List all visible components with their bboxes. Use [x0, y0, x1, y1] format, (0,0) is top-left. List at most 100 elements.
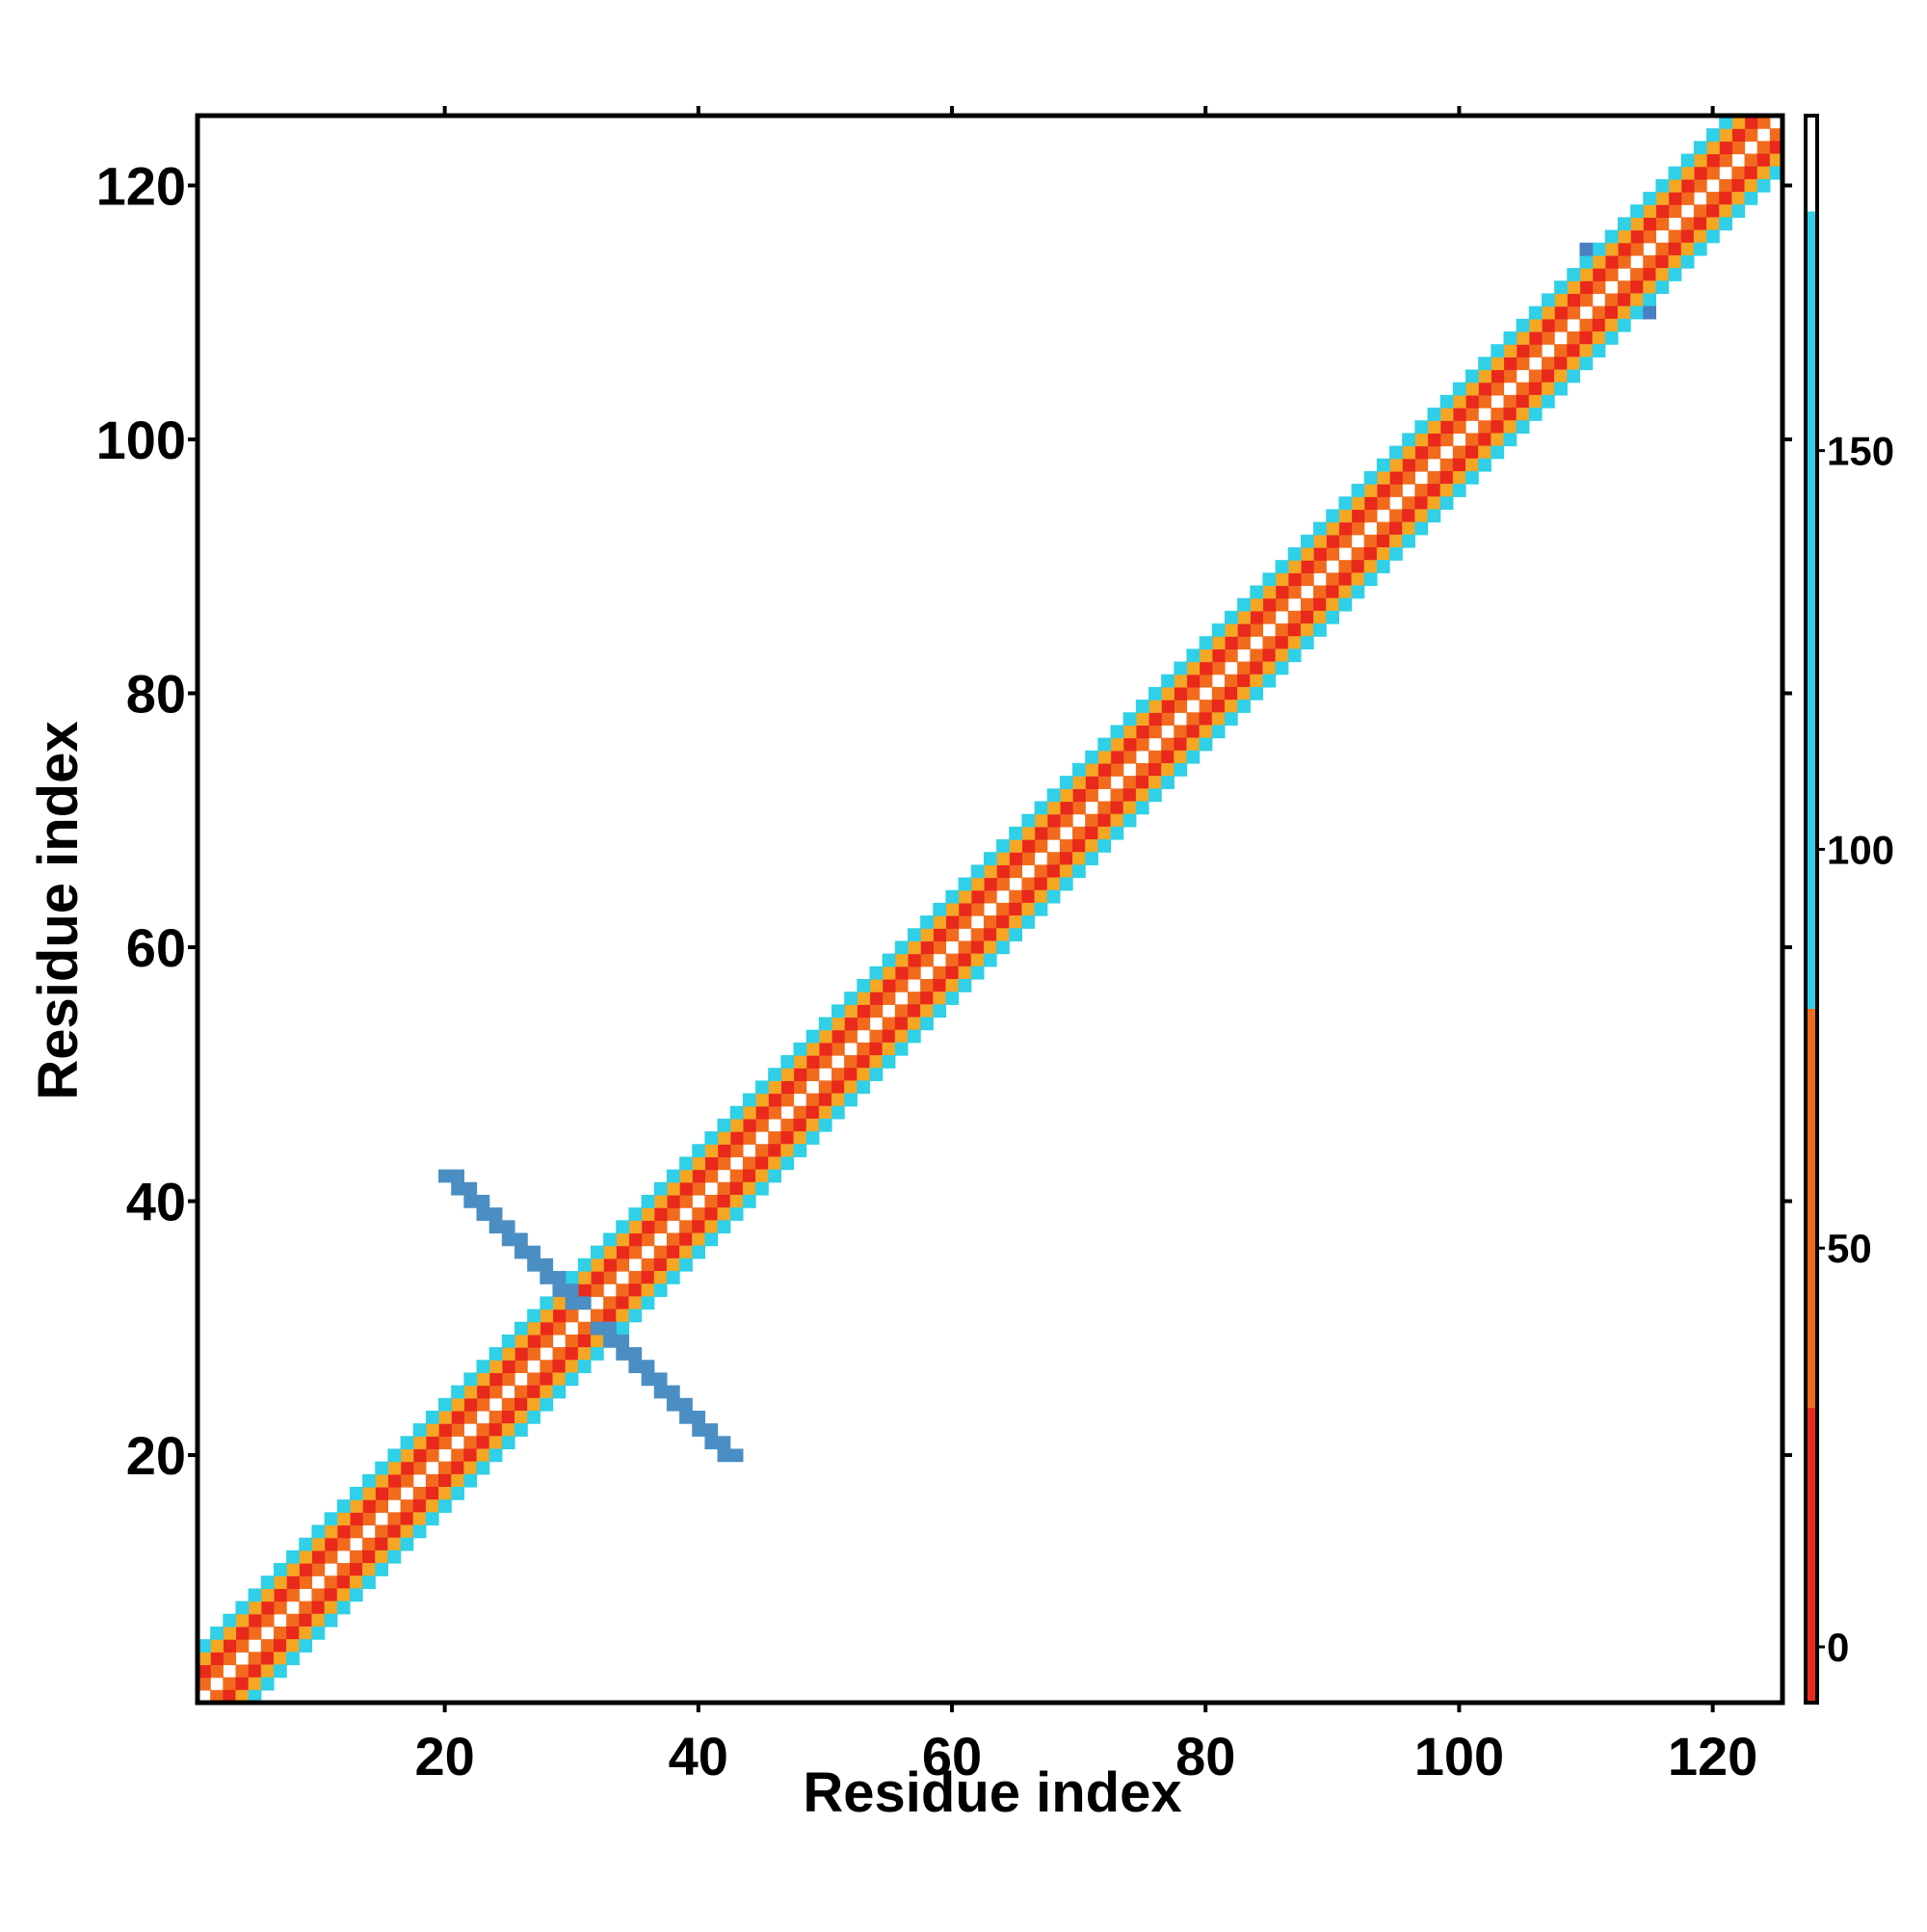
contact-cell — [882, 953, 896, 967]
contact-cell — [679, 1181, 693, 1196]
contact-cell — [1211, 661, 1226, 675]
contact-cell — [1363, 572, 1378, 587]
diagonal-cell — [1034, 852, 1048, 865]
contact-cell — [1744, 192, 1758, 205]
contact-cell — [260, 1652, 275, 1666]
contact-cell — [1706, 204, 1720, 219]
contact-cell — [1719, 204, 1732, 219]
sheet-contact-cell — [476, 1194, 490, 1208]
contact-cell — [1769, 141, 1783, 155]
diagonal-cell — [577, 1309, 592, 1323]
contact-cell — [869, 966, 884, 980]
contact-cell — [1655, 192, 1670, 205]
contact-cell — [235, 1639, 250, 1653]
y-tick-label: 80 — [126, 664, 186, 725]
contact-cell — [1503, 433, 1518, 447]
contact-cell — [1655, 217, 1670, 231]
diagonal-cell — [1072, 813, 1086, 828]
contact-cell — [1516, 408, 1530, 421]
contact-cell — [1363, 496, 1378, 511]
contact-cell — [1046, 852, 1061, 865]
contact-cell — [1338, 585, 1353, 599]
contact-cell — [248, 1689, 262, 1704]
contact-cell — [616, 1232, 630, 1247]
contact-cell — [1224, 636, 1238, 649]
contact-cell — [273, 1639, 287, 1653]
contact-cell — [1072, 776, 1086, 789]
contact-cell — [1021, 852, 1036, 865]
contact-cell — [1655, 178, 1670, 193]
contact-cell — [1250, 648, 1264, 663]
sheet-contact-cell — [692, 1410, 705, 1424]
contact-cell — [1351, 560, 1365, 573]
contact-cell — [793, 1042, 807, 1056]
contact-cell — [755, 1156, 769, 1171]
contact-cell — [1009, 852, 1022, 865]
contact-cell — [1199, 661, 1213, 675]
heatmap-cells — [198, 116, 1783, 1704]
contact-cell — [755, 1105, 769, 1120]
contact-cell — [1199, 712, 1213, 727]
contact-cell — [1478, 382, 1491, 396]
contact-cell — [299, 1549, 313, 1564]
contact-cell — [1579, 293, 1594, 307]
contact-cell — [692, 1181, 705, 1196]
contact-cell — [666, 1181, 680, 1196]
diagonal-cell — [1199, 686, 1213, 701]
contact-cell — [1313, 534, 1327, 548]
contact-cell — [1135, 725, 1149, 739]
contact-cell — [1161, 776, 1175, 789]
contact-cell — [1604, 331, 1619, 345]
diagonal-cell — [248, 1639, 262, 1653]
contact-cell — [1313, 521, 1327, 536]
sheet-contact-cell — [679, 1410, 693, 1424]
contact-cell — [717, 1131, 731, 1145]
contact-cell — [1135, 700, 1149, 713]
diagonal-cell — [210, 1677, 224, 1691]
contact-cell — [907, 953, 921, 967]
contact-cell — [1579, 357, 1594, 371]
contact-cell — [540, 1372, 554, 1387]
contact-cell — [324, 1537, 338, 1551]
contact-cell — [1617, 254, 1631, 269]
contact-cell — [1072, 826, 1086, 840]
contact-cell — [1085, 776, 1098, 789]
contact-cell — [666, 1245, 680, 1259]
sheet-contact-cell — [679, 1397, 693, 1412]
contact-cell — [349, 1487, 363, 1500]
contact-cell — [1402, 509, 1415, 523]
diagonal-cell — [1224, 661, 1238, 675]
contact-cell — [628, 1284, 643, 1297]
contact-cell — [1478, 445, 1491, 460]
colorbar-tick-label: 150 — [1827, 429, 1894, 474]
contact-cell — [1237, 597, 1251, 612]
x-axis-title: Residue index — [803, 1761, 1181, 1824]
contact-cell — [692, 1156, 705, 1171]
contact-cell — [1693, 153, 1707, 168]
contact-cell — [248, 1588, 262, 1602]
contact-cell — [1199, 674, 1213, 688]
colorbar-segment — [1806, 1407, 1817, 1703]
contact-cell — [1186, 661, 1201, 675]
diagonal-cell — [1313, 572, 1327, 587]
contact-cell — [1478, 369, 1491, 384]
contact-cell — [1237, 661, 1251, 675]
contact-cell — [1034, 864, 1048, 879]
contact-cell — [1237, 674, 1251, 688]
contact-cell — [1414, 420, 1429, 434]
contact-cell — [565, 1334, 579, 1348]
contact-cell — [248, 1626, 262, 1640]
sheet-contact-cell — [527, 1257, 541, 1272]
contact-cell — [1554, 318, 1568, 332]
contact-cell — [641, 1257, 655, 1272]
contact-cell — [1326, 585, 1339, 599]
contact-cell — [1731, 141, 1746, 155]
contact-cell — [1338, 534, 1353, 548]
contact-cell — [832, 1105, 845, 1120]
diagonal-cell — [476, 1410, 490, 1424]
contact-cell — [286, 1613, 300, 1628]
contact-cell — [793, 1068, 807, 1081]
contact-cell — [299, 1537, 313, 1551]
sheet-contact-cell — [729, 1448, 744, 1463]
contact-cell — [805, 1118, 820, 1132]
